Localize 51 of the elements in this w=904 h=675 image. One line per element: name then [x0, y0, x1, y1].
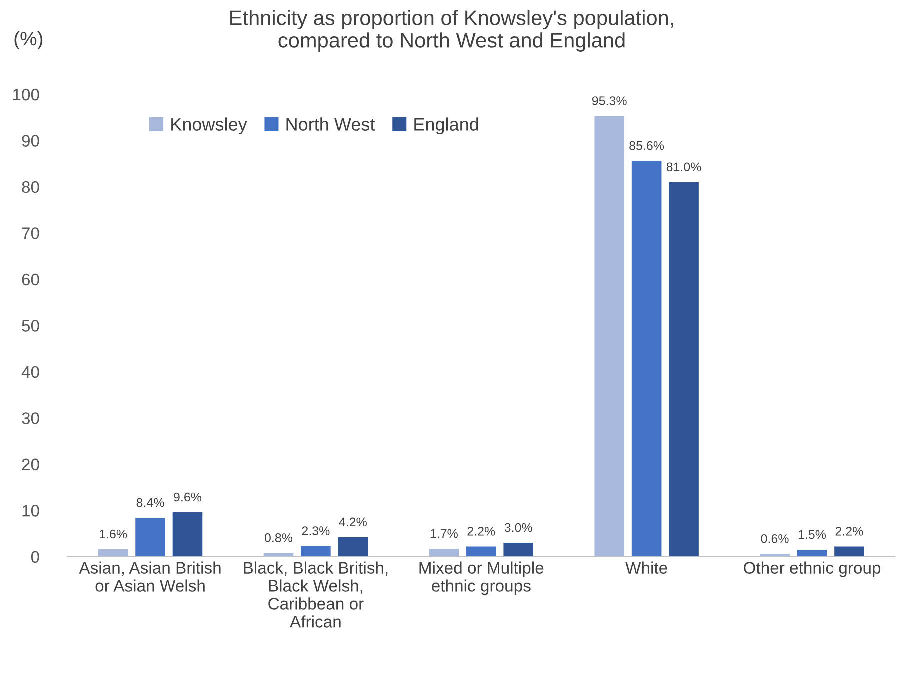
data-label: 85.6% [630, 141, 664, 150]
legend-label: England [414, 118, 478, 135]
bar [504, 543, 534, 557]
y-tick-label: 60 [22, 274, 40, 286]
y-tick-label: 80 [22, 181, 40, 194]
y-tick-label: 20 [22, 458, 40, 471]
data-label: 3.0% [504, 523, 532, 532]
y-tick-label: 50 [22, 320, 40, 332]
bar [632, 161, 662, 557]
data-label: 1.6% [100, 530, 128, 539]
bar [429, 549, 460, 557]
bar [466, 546, 496, 557]
bar [301, 546, 331, 557]
y-tick-label: 90 [22, 135, 40, 147]
bar [669, 182, 699, 557]
y-tick-label: 70 [22, 228, 40, 240]
bar [338, 537, 368, 557]
data-label: 1.5% [798, 530, 826, 540]
data-label: 9.6% [174, 492, 202, 502]
data-label: 1.7% [430, 529, 458, 538]
x-tick-label: Asian, Asian British or Asian Welsh [79, 562, 221, 592]
y-axis-title: (%) [14, 31, 43, 50]
data-label: 0.6% [761, 534, 789, 544]
bar [797, 550, 828, 557]
y-tick-label: 100 [13, 88, 40, 101]
x-tick-label: Black, Black British, Black Welsh, Caribbean or African [244, 562, 388, 628]
y-tick-label: 40 [22, 366, 40, 378]
y-tick-label: 30 [22, 412, 40, 424]
data-label: 95.3% [592, 96, 627, 106]
bar [98, 549, 128, 557]
bar [760, 554, 790, 557]
data-label: 2.2% [468, 527, 496, 536]
bar [834, 546, 864, 557]
bar [594, 116, 624, 557]
data-label: 2.3% [302, 526, 330, 536]
x-tick-label: Mixed or Multiple ethnic groups [420, 562, 544, 596]
x-tick-label: White [626, 562, 668, 574]
bar [264, 553, 294, 557]
x-tick-label: Other ethnic group [744, 562, 881, 578]
y-tick-label: 0 [31, 551, 40, 564]
data-label: 81.0% [666, 162, 702, 172]
data-label: 0.8% [264, 534, 293, 542]
data-label: 8.4% [136, 498, 164, 508]
bar [172, 512, 203, 557]
y-tick-label: 10 [22, 505, 40, 517]
data-label: 4.2% [339, 518, 367, 527]
legend-label: Knowsley [172, 118, 248, 135]
bar [136, 518, 166, 557]
chart-title: Ethnicity as proportion of Knowsley's population, compared to North West and England [230, 10, 674, 52]
data-label: 2.2% [836, 527, 864, 536]
legend-label: North West [286, 118, 376, 131]
